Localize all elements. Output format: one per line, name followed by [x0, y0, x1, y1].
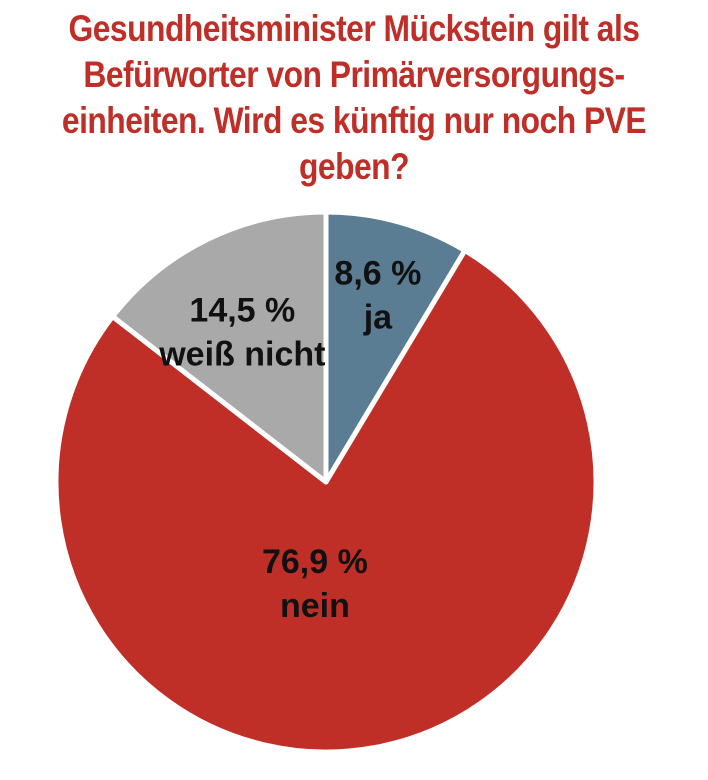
title-line-1: Gesundheitsminister Mückstein gilt als [68, 8, 641, 49]
chart-title: Gesundheitsminister Mückstein gilt als B… [50, 6, 659, 190]
pie-slices [53, 209, 599, 755]
slice-value-label: 14,5 % [189, 292, 295, 330]
title-line-2: Befürworter von Primärversorgungs- [83, 54, 625, 95]
pie-slice-ja [323, 209, 468, 485]
slice-category-label: weiß nicht [158, 336, 325, 374]
slice-value-label: 76,9 % [262, 543, 368, 581]
slice-category-label: nein [280, 587, 350, 625]
slice-value-label: 8,6 % [334, 255, 421, 293]
pie-slice-nein [53, 247, 599, 755]
pie-labels: 8,6 % ja 76,9 % nein 14,5 % weiß nicht [158, 255, 421, 625]
title-line-4: geben? [298, 146, 410, 187]
title-line-3: einheiten. Wird es künftig nur noch PVE [61, 100, 647, 141]
slice-category-label: ja [363, 299, 393, 337]
pie-slice-weiß-nicht [110, 209, 329, 485]
